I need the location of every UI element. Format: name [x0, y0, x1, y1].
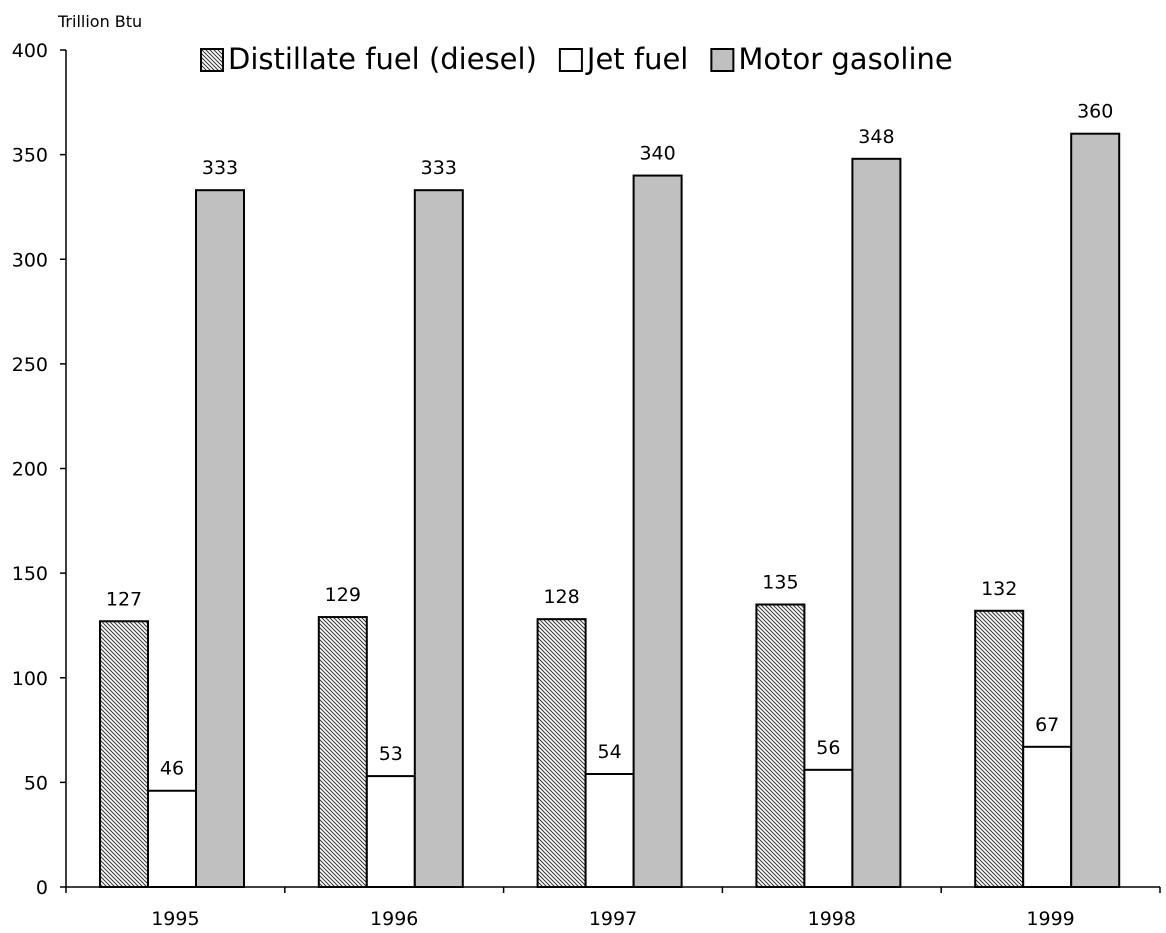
data-label: 127 — [106, 588, 142, 610]
x-tick-label: 1995 — [151, 908, 199, 930]
x-tick-label: 1999 — [1026, 908, 1074, 930]
data-label: 360 — [1077, 101, 1113, 123]
bar — [851, 157, 902, 888]
legend-swatch — [558, 48, 583, 72]
bar — [755, 603, 806, 888]
data-label: 340 — [639, 143, 675, 165]
y-tick-label: 50 — [24, 772, 48, 794]
y-tick-label: 300 — [12, 249, 48, 271]
data-label: 333 — [202, 157, 238, 179]
bar — [195, 189, 245, 888]
x-tick-label: 1997 — [589, 908, 637, 930]
data-label: 348 — [858, 126, 894, 148]
data-label: 129 — [325, 584, 361, 606]
data-label: 67 — [1035, 714, 1059, 736]
legend-entry: Motor gasoline — [738, 42, 952, 76]
y-tick-label: 100 — [12, 668, 48, 690]
data-labels: 127 46 333 129 53 333 128 54 340 135 56 348 132 67 360 — [106, 101, 1113, 780]
bar — [974, 609, 1025, 888]
data-label: 333 — [421, 157, 457, 179]
legend-swatch — [200, 48, 224, 72]
data-label: 53 — [379, 743, 403, 765]
data-label: 56 — [816, 737, 840, 759]
bar — [413, 189, 464, 888]
data-label: 128 — [543, 586, 579, 608]
y-tick-label: 250 — [12, 354, 48, 376]
bar — [584, 773, 635, 889]
x-tick-label: 1998 — [808, 908, 856, 930]
y-tick-label: 150 — [12, 563, 48, 585]
bar — [1022, 745, 1073, 888]
y-tick-label: 350 — [12, 145, 48, 167]
data-label: 46 — [160, 758, 184, 780]
data-label: 135 — [762, 572, 798, 594]
y-tick-label: 200 — [12, 459, 48, 481]
bar — [317, 616, 368, 888]
bar — [803, 768, 854, 889]
legend: Distillate fuel (diesel) Jet fuel Motor ga… — [200, 42, 953, 76]
bar — [365, 775, 416, 888]
data-label: 132 — [981, 578, 1017, 600]
axes: 0 50 100 150 200 250 300 350 400 1995 1996 1997 1998… — [12, 40, 1161, 930]
y-tick-label: 400 — [12, 40, 48, 62]
y-tick-label: 0 — [36, 877, 48, 899]
bar — [147, 789, 197, 888]
legend-swatch — [710, 48, 735, 72]
data-label: 54 — [598, 741, 622, 763]
x-tick-label: 1996 — [370, 908, 418, 930]
legend-entry: Distillate fuel (diesel) — [228, 42, 537, 76]
bar — [99, 620, 149, 888]
bars — [99, 132, 1121, 889]
bar — [632, 174, 683, 889]
legend-entry: Jet fuel — [585, 42, 688, 76]
y-axis-label: Trillion Btu — [57, 12, 142, 31]
bar — [536, 618, 587, 888]
bar — [1070, 132, 1121, 888]
